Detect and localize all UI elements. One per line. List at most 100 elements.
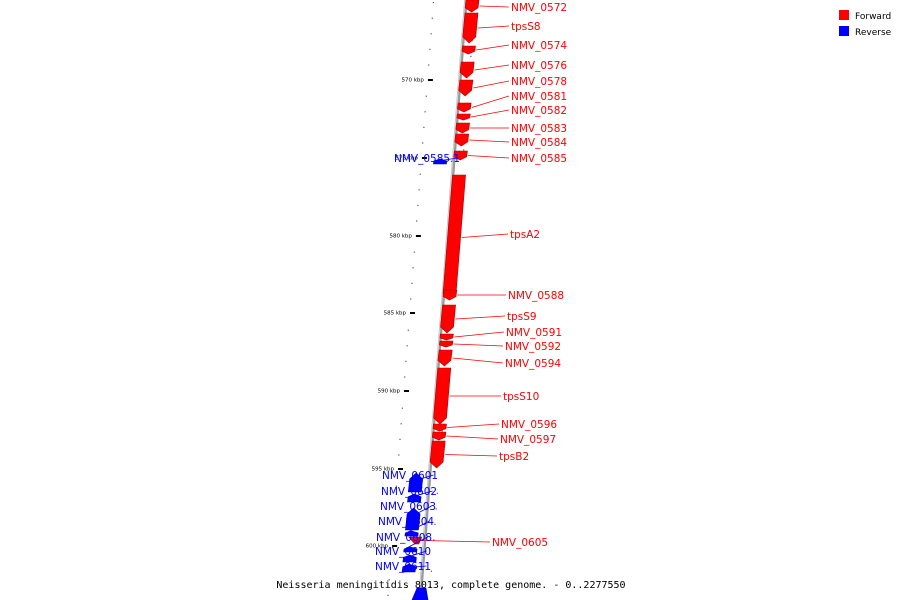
minor-tick-left <box>389 563 391 565</box>
gene-glyph-nmv-0588[interactable] <box>442 289 458 301</box>
legend-item-forward[interactable]: Forward <box>839 10 891 22</box>
gene-leader-line <box>452 357 504 364</box>
gene-glyph-nmv-0582[interactable] <box>456 113 471 121</box>
gene-glyph-nmv-0583[interactable] <box>455 122 470 134</box>
minor-tick-left <box>401 407 403 409</box>
minor-tick-left <box>405 360 407 362</box>
gene-label-nmv-0591[interactable]: NMV_0591 <box>506 327 562 339</box>
gene-label-nmv-0610[interactable]: NMV_0610 <box>375 546 431 558</box>
legend-swatch-forward <box>839 10 849 20</box>
gene-leader-line <box>407 490 433 499</box>
minor-tick-right <box>436 492 438 494</box>
tick-label: 590 kbp <box>378 389 401 395</box>
minor-tick-right <box>429 586 431 588</box>
gene-glyph-nmv-0572[interactable] <box>464 0 480 13</box>
gene-label-nmv-0582[interactable]: NMV_0582 <box>511 105 567 117</box>
gene-label-nmv-0602[interactable]: NMV_0602 <box>381 486 437 498</box>
gene-leader-line <box>461 233 509 238</box>
gene-leader-line <box>445 454 498 457</box>
gene-glyph-nmv-0601[interactable] <box>407 472 424 493</box>
gene-glyph-nmv-0611[interactable] <box>401 563 417 573</box>
gene-leader-line <box>447 423 500 428</box>
minor-tick-left <box>413 251 415 253</box>
gene-label-nmv-0588[interactable]: NMV_0588 <box>508 290 564 302</box>
minor-tick-left <box>387 594 389 596</box>
gene-glyph-nmv-0610[interactable] <box>402 554 417 563</box>
gene-glyph-nmv-0584[interactable] <box>454 133 470 147</box>
gene-label-tpsb2[interactable]: tpsB2 <box>499 451 529 463</box>
minor-tick-left <box>431 17 433 19</box>
gene-glyph-nmv-0602[interactable] <box>407 493 422 503</box>
major-tick <box>421 157 427 159</box>
minor-tick-left <box>432 2 434 4</box>
gene-label-nmv-0594[interactable]: NMV_0594 <box>505 358 561 370</box>
gene-label-nmv-0584[interactable]: NMV_0584 <box>511 137 567 149</box>
genome-caption: Neisseria meningitidis 8013, complete ge… <box>276 580 625 591</box>
minor-tick-left <box>429 48 431 50</box>
gene-glyph-nmv-0594[interactable] <box>437 349 453 367</box>
gene-glyph-tpss9[interactable] <box>440 304 456 334</box>
minor-tick-right <box>433 539 435 541</box>
gene-label-nmv-0611[interactable]: NMV_0611 <box>375 561 431 573</box>
gene-label-nmv-0603[interactable]: NMV_0603 <box>380 501 436 513</box>
legend-item-reverse[interactable]: Reverse <box>839 26 892 38</box>
gene-label-nmv-0592[interactable]: NMV_0592 <box>505 341 561 353</box>
gene-label-nmv-0605[interactable]: NMV_0605 <box>492 537 548 549</box>
minor-tick-left <box>410 298 412 300</box>
legend-swatch-reverse <box>839 26 849 36</box>
minor-tick-left <box>422 142 424 144</box>
gene-glyph-nmv-0592[interactable] <box>439 340 454 348</box>
gene-glyph-partial[interactable] <box>411 587 429 600</box>
minor-tick-right <box>435 508 437 510</box>
gene-label-nmv-0604[interactable]: NMV_0604 <box>378 516 434 528</box>
minor-tick-left <box>392 532 394 534</box>
gene-label-tpss9[interactable]: tpsS9 <box>507 311 537 323</box>
gene-glyph-nmv-0576[interactable] <box>459 61 475 79</box>
gene-glyph-nmv-0605[interactable] <box>408 536 423 545</box>
gene-label-nmv-0578[interactable]: NMV_0578 <box>511 76 567 88</box>
gene-leader-line <box>476 44 510 51</box>
minor-tick-left <box>423 126 425 128</box>
minor-tick-left <box>398 454 400 456</box>
gene-label-nmv-0574[interactable]: NMV_0574 <box>511 40 567 52</box>
gene-label-nmv-0576[interactable]: NMV_0576 <box>511 60 567 72</box>
gene-leader-line <box>433 157 459 162</box>
gene-leader-line <box>468 155 510 159</box>
legend: Forward Reverse <box>839 10 892 38</box>
legend-label-reverse: Reverse <box>855 28 892 38</box>
gene-glyph-tpss10[interactable] <box>433 367 452 425</box>
minor-tick-left <box>404 376 406 378</box>
gene-glyph-nmv-0597[interactable] <box>431 431 447 441</box>
gene-label-nmv-0572[interactable]: NMV_0572 <box>511 2 567 14</box>
gene-label-nmv-0585-1[interactable]: NMV_0585.1 <box>394 153 460 165</box>
gene-glyph-nmv-0578[interactable] <box>458 79 474 97</box>
gene-leader-line <box>403 550 427 559</box>
gene-label-nmv-0581[interactable]: NMV_0581 <box>511 91 567 103</box>
gene-label-nmv-0597[interactable]: NMV_0597 <box>500 434 556 446</box>
minor-tick-left <box>412 267 414 269</box>
gene-leader-line <box>469 139 510 143</box>
gene-label-nmv-0596[interactable]: NMV_0596 <box>501 419 557 431</box>
gene-leader-line <box>408 474 434 483</box>
gene-label-nmv-0608[interactable]: NMV_0608 <box>376 532 432 544</box>
gene-glyph-nmv-0574[interactable] <box>461 45 476 55</box>
gene-glyph-tpss8[interactable] <box>462 12 479 44</box>
gene-label-nmv-0585[interactable]: NMV_0585 <box>511 153 567 165</box>
gene-label-tpsa2[interactable]: tpsA2 <box>510 229 540 241</box>
gene-label-tpss8[interactable]: tpsS8 <box>511 21 541 33</box>
gene-label-nmv-0601[interactable]: NMV_0601 <box>382 470 438 482</box>
gene-glyph-nmv-0596[interactable] <box>432 423 447 432</box>
gene-label-tpss10[interactable]: tpsS10 <box>503 391 539 403</box>
gene-glyph-tpsb2[interactable] <box>429 440 446 469</box>
gene-glyph-nmv-0581[interactable] <box>457 102 472 113</box>
gene-label-nmv-0583[interactable]: NMV_0583 <box>511 123 567 135</box>
minor-tick-right <box>441 430 443 432</box>
genome-backbone <box>418 0 468 600</box>
minor-tick-right <box>434 523 436 525</box>
major-tick <box>415 235 421 237</box>
gene-glyph-nmv-0591[interactable] <box>439 333 454 341</box>
minor-tick-left <box>428 64 430 66</box>
minor-tick-left <box>407 329 409 331</box>
major-tick <box>427 79 433 81</box>
major-tick <box>404 390 409 392</box>
